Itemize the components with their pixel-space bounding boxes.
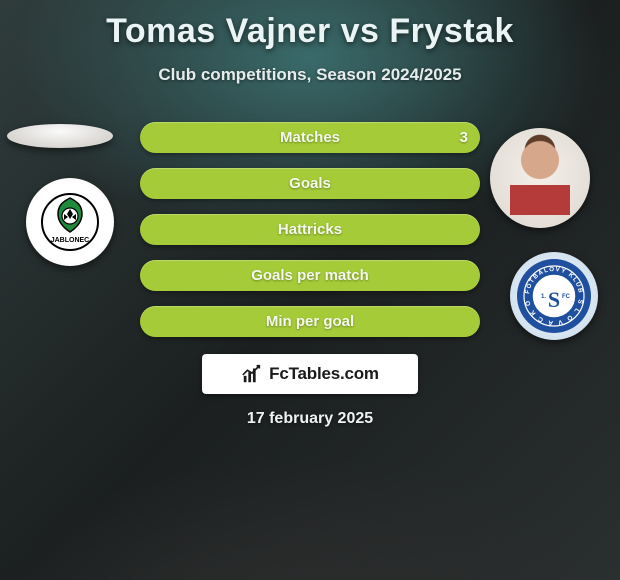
player-avatar-left [7, 124, 113, 148]
stat-label: Goals [289, 175, 331, 192]
stats-block: Matches 3 Goals Hattricks Goals per matc… [140, 122, 480, 352]
player-avatar-right [490, 128, 590, 228]
stat-row-goals: Goals [140, 168, 480, 199]
stat-label: Hattricks [278, 221, 342, 238]
stat-row-gpm: Goals per match [140, 260, 480, 291]
stat-row-matches: Matches 3 [140, 122, 480, 153]
jablonec-crest-icon: JABLONEC [40, 192, 100, 252]
brand-bar: FcTables.com [202, 354, 418, 394]
stat-row-mpg: Min per goal [140, 306, 480, 337]
stat-row-hattricks: Hattricks [140, 214, 480, 245]
stat-label: Min per goal [266, 313, 354, 330]
svg-text:1.: 1. [541, 294, 546, 300]
club-crest-right: S FOTBALOVÝ KLUB S L O V Á C K O 1. FC [510, 252, 598, 340]
svg-text:FC: FC [562, 294, 571, 300]
svg-text:S: S [548, 287, 560, 312]
svg-text:JABLONEC: JABLONEC [51, 237, 90, 244]
brand-text: FcTables.com [269, 364, 379, 384]
slovacko-crest-icon: S FOTBALOVÝ KLUB S L O V Á C K O 1. FC [515, 257, 593, 335]
stat-label: Goals per match [251, 267, 369, 284]
stat-label: Matches [280, 129, 340, 146]
date-text: 17 february 2025 [0, 410, 620, 428]
club-crest-left: JABLONEC [26, 178, 114, 266]
stat-right: 3 [460, 122, 468, 153]
subtitle: Club competitions, Season 2024/2025 [0, 65, 620, 85]
page-title: Tomas Vajner vs Frystak [0, 0, 620, 51]
chart-icon [241, 363, 263, 385]
